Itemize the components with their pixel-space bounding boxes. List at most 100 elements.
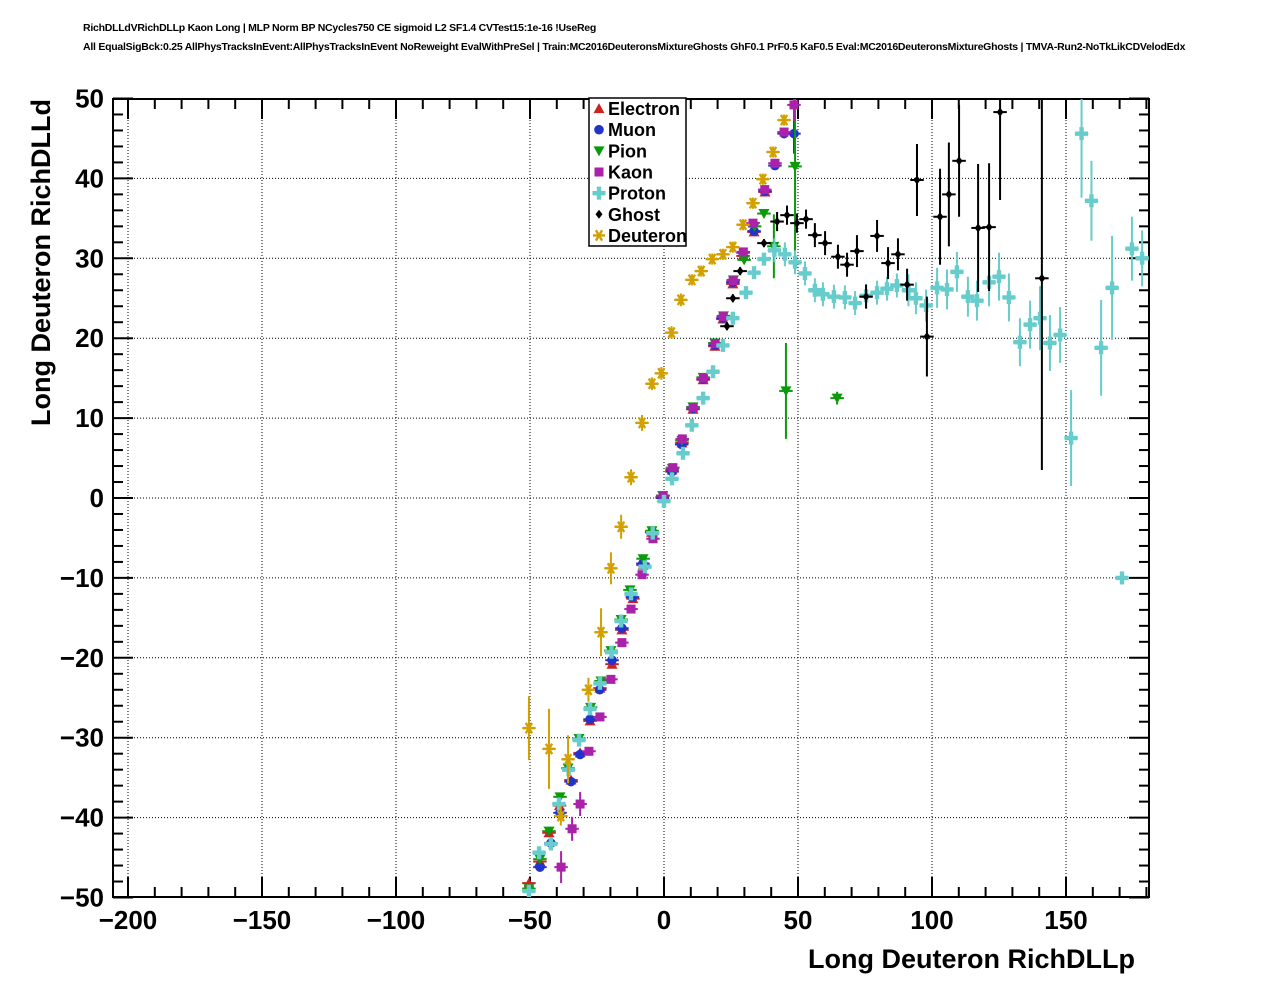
asterisk-icon bbox=[593, 229, 605, 242]
x-tick-label: 100 bbox=[910, 905, 953, 935]
kaon-point bbox=[748, 218, 758, 228]
proton-point bbox=[739, 286, 753, 300]
plot-title-line1: RichDLLdVRichDLLp Kaon Long | MLP Norm B… bbox=[83, 22, 597, 34]
ghost-point bbox=[894, 249, 902, 259]
legend-item-ghost: Ghost bbox=[595, 205, 660, 225]
proton-point bbox=[685, 418, 699, 432]
proton-point bbox=[1125, 242, 1139, 256]
proton-point bbox=[1033, 311, 1047, 325]
deuteron-point bbox=[746, 197, 759, 209]
deuteron-point bbox=[522, 722, 535, 734]
proton-point bbox=[909, 291, 923, 305]
legend-item-pion: Pion bbox=[593, 141, 647, 161]
proton-point bbox=[788, 255, 802, 269]
ghost-point bbox=[843, 260, 851, 270]
legend-label: Pion bbox=[608, 141, 647, 161]
ghost-point bbox=[862, 292, 870, 302]
ghost-point bbox=[760, 238, 768, 248]
proton-point bbox=[665, 472, 679, 486]
x-tick-label: 150 bbox=[1044, 905, 1087, 935]
x-tick-label: 50 bbox=[784, 905, 813, 935]
proton-point bbox=[890, 278, 904, 292]
x-tick-label: −50 bbox=[508, 905, 552, 935]
proton-point bbox=[970, 294, 984, 308]
ghost-point bbox=[729, 293, 737, 303]
y-axis-title: Long Deuteron RichDLLd bbox=[26, 99, 56, 426]
legend-label: Ghost bbox=[608, 205, 660, 225]
pion-point bbox=[758, 209, 770, 220]
deuteron-point bbox=[706, 253, 719, 265]
kaon-point bbox=[556, 862, 566, 872]
ghost-point bbox=[913, 175, 921, 185]
proton-point bbox=[614, 614, 628, 628]
kaon-point bbox=[760, 185, 770, 195]
legend-item-electron: Electron bbox=[593, 99, 680, 119]
proton-point bbox=[676, 446, 690, 460]
data-points-layer bbox=[522, 99, 1149, 897]
deuteron-point bbox=[582, 683, 595, 696]
kaon-point bbox=[710, 339, 720, 349]
proton-point bbox=[1043, 336, 1057, 350]
deuteron-point bbox=[685, 274, 698, 286]
plot-title-line2: All EqualSigBck:0.25 AllPhysTracksInEven… bbox=[83, 41, 1186, 53]
ghost-point bbox=[793, 218, 801, 228]
diamond-icon bbox=[595, 209, 603, 219]
triangle-down-icon bbox=[593, 146, 605, 157]
proton-point bbox=[1002, 290, 1016, 304]
series-electron bbox=[522, 186, 772, 888]
proton-point bbox=[808, 283, 822, 297]
deuteron-point bbox=[604, 562, 617, 575]
proton-point bbox=[757, 252, 771, 266]
proton-point bbox=[1064, 431, 1078, 445]
y-tick-label: −10 bbox=[60, 563, 104, 593]
deuteron-point bbox=[726, 241, 739, 253]
series-proton bbox=[522, 99, 1149, 897]
kaon-point bbox=[728, 276, 738, 286]
x-axis-title: Long Deuteron RichDLLp bbox=[808, 944, 1135, 974]
proton-point bbox=[1023, 318, 1037, 332]
y-tick-label: 20 bbox=[75, 323, 104, 353]
legend-item-muon: Muon bbox=[594, 120, 656, 140]
square-icon bbox=[594, 167, 604, 177]
deuteron-point bbox=[636, 417, 649, 429]
deuteron-point bbox=[554, 810, 567, 822]
ghost-point bbox=[996, 107, 1004, 117]
ghost-point bbox=[783, 210, 791, 220]
y-tick-label: −30 bbox=[60, 723, 104, 753]
deuteron-point bbox=[655, 367, 668, 380]
kaon-point bbox=[718, 312, 728, 322]
ghost-point bbox=[923, 332, 931, 342]
muon-point bbox=[535, 862, 545, 872]
legend-label: Proton bbox=[608, 184, 666, 204]
proton-point bbox=[767, 243, 781, 257]
deuteron-point bbox=[716, 248, 729, 261]
cross-icon bbox=[592, 186, 606, 200]
ghost-point bbox=[834, 252, 842, 262]
kaon-point bbox=[677, 434, 687, 444]
deuteron-point bbox=[695, 265, 708, 277]
kaon-point bbox=[584, 746, 594, 756]
ghost-point bbox=[736, 266, 744, 276]
ghost-point bbox=[802, 214, 810, 224]
pion-point bbox=[738, 255, 750, 266]
ghost-point bbox=[873, 231, 881, 241]
proton-point bbox=[696, 391, 710, 405]
series-ghost bbox=[720, 99, 1049, 471]
proton-point bbox=[532, 846, 546, 860]
legend-frame bbox=[588, 97, 687, 247]
proton-point bbox=[522, 884, 536, 897]
proton-point bbox=[1105, 281, 1119, 295]
y-tick-label: −20 bbox=[60, 643, 104, 673]
kaon-point bbox=[575, 799, 585, 809]
pion-point bbox=[543, 826, 555, 837]
proton-point bbox=[706, 365, 720, 379]
ghost-point bbox=[945, 189, 953, 199]
proton-point bbox=[604, 645, 618, 659]
muon-point bbox=[585, 714, 595, 725]
proton-point bbox=[992, 270, 1006, 284]
proton-point bbox=[940, 282, 954, 296]
deuteron-point bbox=[615, 520, 628, 533]
deuteron-point bbox=[737, 218, 750, 231]
